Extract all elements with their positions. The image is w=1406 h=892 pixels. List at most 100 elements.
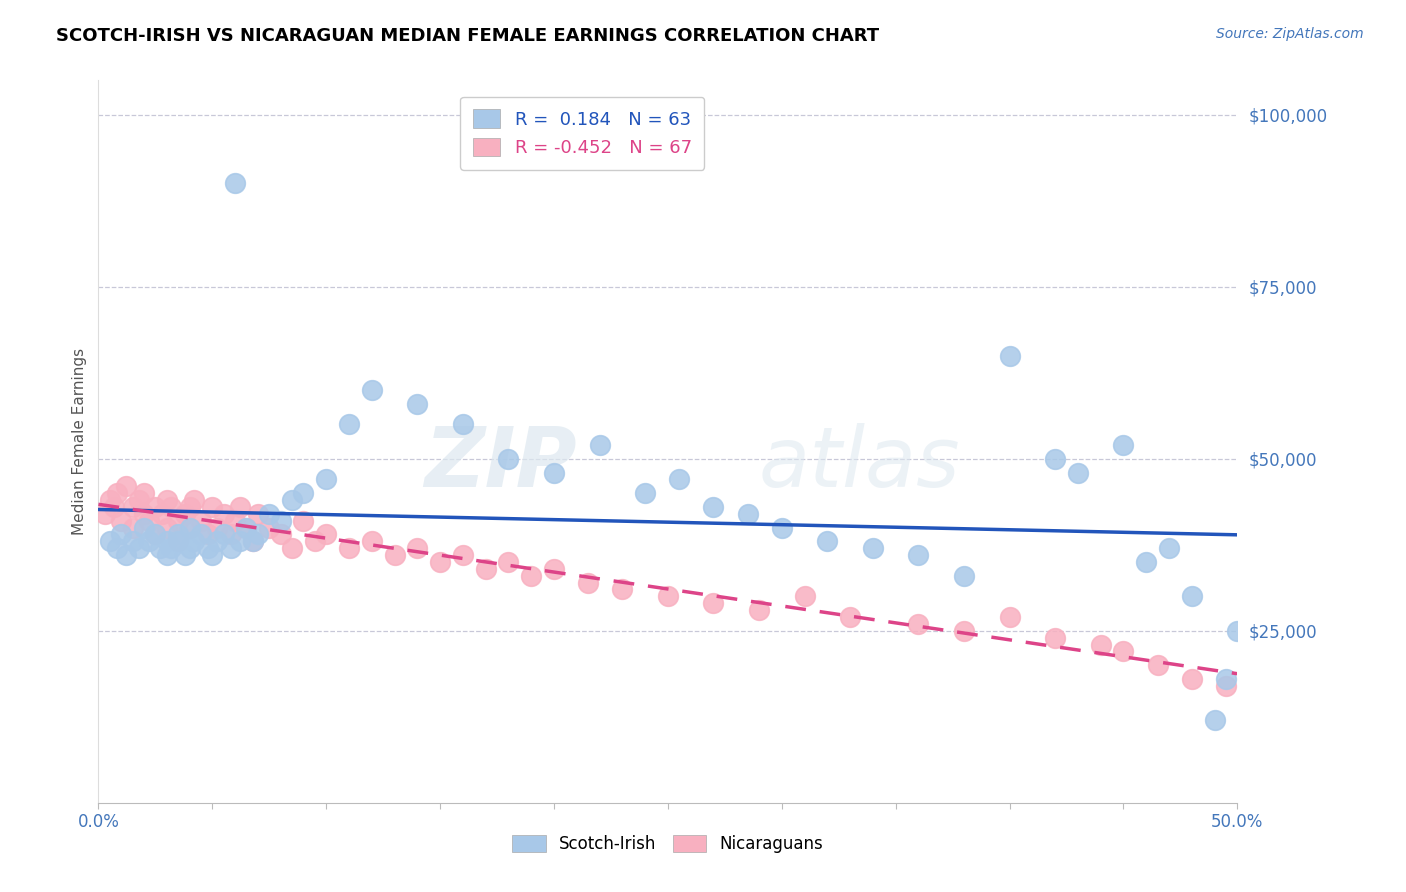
Point (114, 548, 136, 562)
Point (201, 500, 224, 514)
Point (1090, 638, 1112, 652)
Point (183, 534, 205, 549)
Point (281, 541, 304, 556)
Point (292, 486, 315, 500)
Point (212, 527, 235, 541)
Point (212, 507, 235, 521)
Point (121, 534, 143, 549)
Point (862, 541, 884, 556)
Point (998, 349, 1021, 363)
Point (149, 541, 172, 556)
Point (451, 548, 474, 562)
Point (281, 493, 304, 508)
Point (953, 624, 976, 638)
Point (498, 451, 520, 466)
Point (197, 527, 219, 541)
Point (128, 541, 150, 556)
Point (167, 514, 190, 528)
Point (270, 527, 292, 541)
Point (224, 514, 246, 528)
Point (105, 541, 128, 556)
Point (576, 575, 599, 590)
Point (138, 514, 160, 528)
Point (815, 534, 838, 549)
Legend: Scotch-Irish, Nicaraguans: Scotch-Irish, Nicaraguans (506, 828, 830, 860)
Point (520, 568, 543, 582)
Point (190, 514, 212, 528)
Point (167, 534, 190, 549)
Point (1237, 466, 1260, 480)
Point (242, 534, 264, 549)
Point (259, 507, 281, 521)
Point (612, 582, 634, 597)
Point (292, 514, 315, 528)
Point (167, 534, 190, 549)
Point (132, 486, 155, 500)
Point (748, 603, 770, 617)
Point (105, 486, 128, 500)
Point (406, 397, 429, 411)
Point (128, 493, 150, 508)
Point (315, 527, 337, 541)
Point (1157, 541, 1180, 556)
Point (138, 534, 160, 549)
Point (657, 590, 679, 604)
Point (167, 527, 190, 541)
Point (588, 438, 610, 452)
Point (1226, 624, 1249, 638)
Point (543, 466, 565, 480)
Point (1067, 466, 1090, 480)
Point (145, 527, 167, 541)
Point (179, 541, 201, 556)
Point (197, 541, 219, 556)
Point (201, 548, 224, 562)
Text: SCOTCH-IRISH VS NICARAGUAN MEDIAN FEMALE EARNINGS CORRELATION CHART: SCOTCH-IRISH VS NICARAGUAN MEDIAN FEMALE… (56, 27, 879, 45)
Point (228, 534, 250, 549)
Point (770, 520, 793, 534)
Point (998, 610, 1021, 624)
Point (259, 520, 281, 534)
Point (174, 548, 197, 562)
Point (114, 479, 136, 493)
Point (839, 610, 862, 624)
Y-axis label: Median Female Earnings: Median Female Earnings (72, 348, 87, 535)
Text: ZIP: ZIP (425, 423, 576, 504)
Point (156, 534, 179, 549)
Point (98, 534, 121, 549)
Point (1043, 451, 1066, 466)
Point (702, 596, 724, 610)
Point (634, 486, 657, 500)
Point (205, 520, 228, 534)
Point (793, 590, 815, 604)
Point (132, 520, 155, 534)
Point (1215, 672, 1237, 686)
Point (907, 548, 929, 562)
Point (246, 507, 269, 521)
Point (110, 514, 132, 528)
Point (429, 555, 451, 569)
Point (150, 507, 173, 521)
Point (737, 507, 759, 521)
Point (1112, 644, 1135, 658)
Point (474, 562, 496, 576)
Point (224, 177, 246, 191)
Point (179, 520, 201, 534)
Point (190, 527, 212, 541)
Point (907, 616, 929, 631)
Point (337, 417, 360, 432)
Point (304, 534, 326, 549)
Point (160, 541, 183, 556)
Text: atlas: atlas (759, 423, 960, 504)
Point (183, 493, 205, 508)
Point (337, 541, 360, 556)
Point (668, 472, 690, 486)
Point (1249, 541, 1271, 556)
Point (1146, 658, 1168, 673)
Point (156, 520, 179, 534)
Point (160, 500, 183, 514)
Point (315, 472, 337, 486)
Point (498, 555, 520, 569)
Point (219, 527, 242, 541)
Point (235, 520, 257, 534)
Point (451, 417, 474, 432)
